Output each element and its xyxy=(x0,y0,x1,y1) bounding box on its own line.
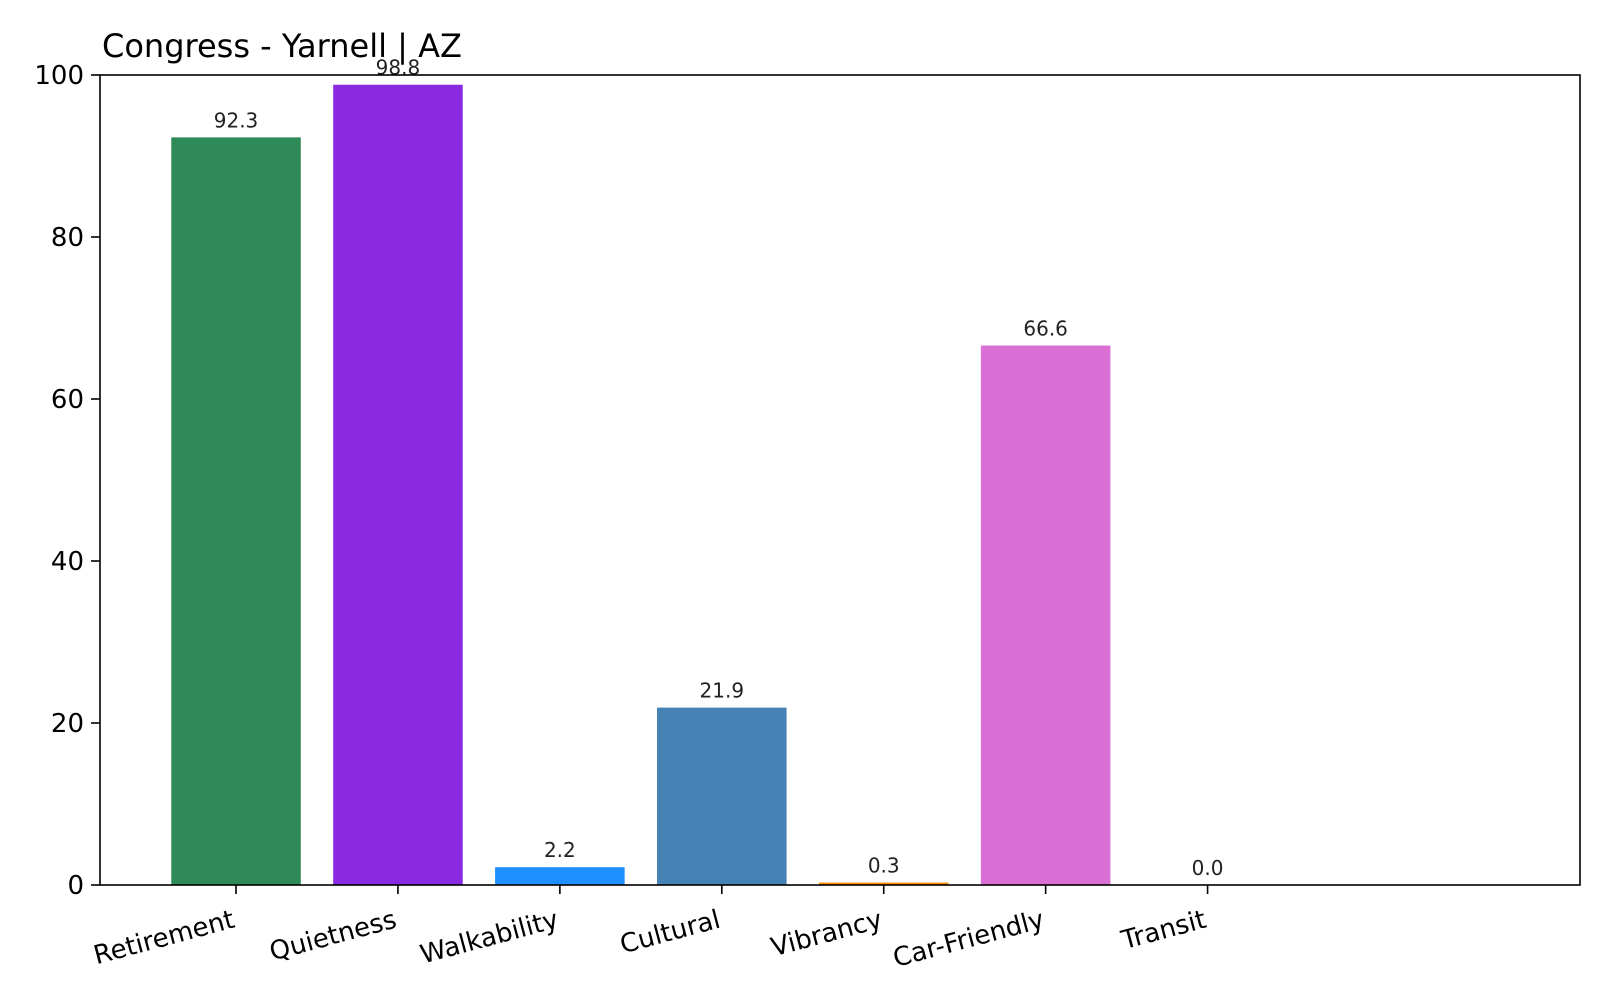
bar-cultural xyxy=(657,707,787,885)
y-tick-label-0: 0 xyxy=(67,871,84,901)
value-label-retirement: 92.3 xyxy=(214,108,259,132)
bar-walkability xyxy=(495,867,625,885)
x-tick-label-cultural: Cultural xyxy=(617,905,724,960)
x-tick-label-retirement: Retirement xyxy=(91,905,238,971)
value-label-vibrancy: 0.3 xyxy=(868,854,900,878)
value-label-walkability: 2.2 xyxy=(544,838,576,862)
value-label-transit: 0.0 xyxy=(1192,856,1224,880)
x-axis: Retirement Quietness Walkability Cultural Vi… xyxy=(91,885,1209,974)
y-tick-label-20: 20 xyxy=(51,709,84,739)
y-tick-label-80: 80 xyxy=(51,223,84,253)
value-label-car-friendly: 66.6 xyxy=(1023,317,1068,341)
y-tick-label-60: 60 xyxy=(51,385,84,415)
y-axis: 0 20 40 60 80 100 xyxy=(34,61,100,901)
x-tick-label-transit: Transit xyxy=(1117,905,1209,957)
x-tick-label-car-friendly: Car-Friendly xyxy=(890,905,1048,974)
y-tick-label-100: 100 xyxy=(34,61,84,91)
bars-layer xyxy=(171,84,1111,886)
plot-frame xyxy=(99,74,1581,886)
x-tick-label-walkability: Walkability xyxy=(417,905,561,971)
value-label-quietness: 98.8 xyxy=(376,56,421,80)
bar-car-friendly xyxy=(980,345,1111,885)
value-label-cultural: 21.9 xyxy=(700,679,745,703)
bar-retirement xyxy=(171,137,301,885)
y-tick-label-40: 40 xyxy=(51,547,84,577)
x-tick-label-quietness: Quietness xyxy=(266,905,399,968)
value-labels-layer: 92.3 98.8 2.2 21.9 0.3 66.6 0.0 xyxy=(214,56,1224,880)
bar-vibrancy xyxy=(818,882,949,885)
x-tick-label-vibrancy: Vibrancy xyxy=(768,905,886,963)
chart-title: Congress - Yarnell | AZ xyxy=(102,27,462,65)
bar-quietness xyxy=(333,84,463,886)
